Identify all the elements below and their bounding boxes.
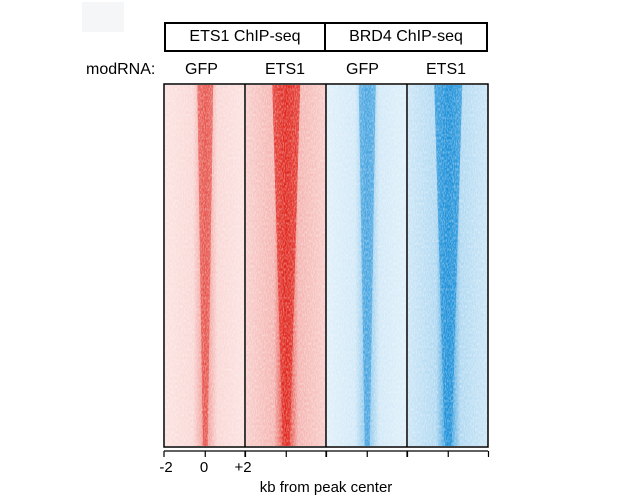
background-patch — [82, 2, 124, 32]
x-tick-label-right: +2 — [234, 459, 251, 476]
x-axis-title: kb from peak center — [260, 479, 393, 496]
modrna-label: modRNA: — [86, 61, 156, 78]
x-tick-label-left: -2 — [159, 459, 172, 476]
heatmap-texture-2 — [246, 85, 327, 446]
heatmap-texture-4 — [408, 85, 489, 446]
group-label-brd4-chip: BRD4 ChIP-seq — [324, 22, 488, 52]
heatmap-texture-1 — [165, 85, 246, 446]
column-label-ets1-brd4chip: ETS1 — [426, 61, 467, 78]
column-label-ets1-ets1chip: ETS1 — [265, 61, 306, 78]
x-tick-label-center: 0 — [200, 459, 208, 476]
column-label-gfp-brd4chip: GFP — [346, 61, 379, 78]
heatmap-texture-3 — [327, 85, 408, 446]
column-label-gfp-ets1chip: GFP — [185, 61, 218, 78]
